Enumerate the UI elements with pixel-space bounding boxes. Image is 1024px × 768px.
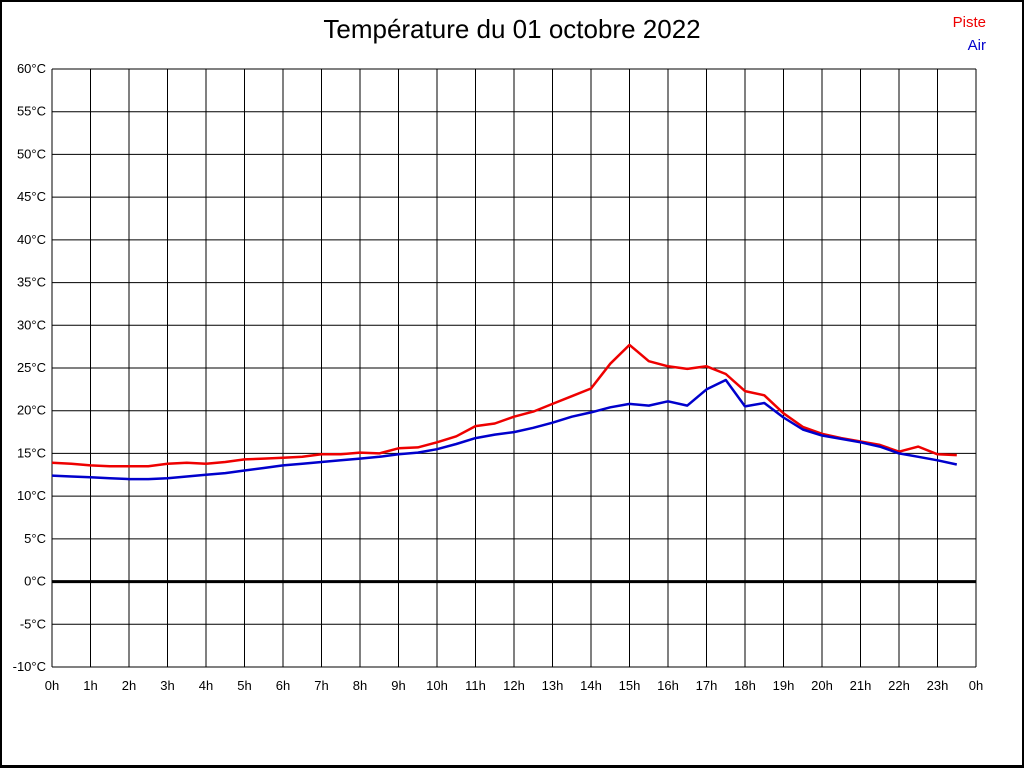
x-axis-tick-label: 1h	[83, 678, 97, 693]
y-axis-tick-label: 55°C	[17, 104, 46, 119]
x-axis-tick-label: 6h	[276, 678, 290, 693]
x-axis-tick-label: 3h	[160, 678, 174, 693]
air-temperature-line	[51, 378, 958, 481]
x-axis-tick-label: 8h	[353, 678, 367, 693]
x-axis-tick-label: 5h	[237, 678, 251, 693]
legend-piste-label: Piste	[952, 14, 986, 31]
x-axis-tick-label: 12h	[503, 678, 525, 693]
y-axis-tick-label: 35°C	[17, 275, 46, 290]
y-axis-tick-label: 60°C	[17, 61, 46, 76]
y-axis-tick-label: 30°C	[17, 317, 46, 332]
x-axis-tick-label: 2h	[122, 678, 136, 693]
legend-item-air: Air	[953, 34, 986, 57]
x-axis-tick-label: 21h	[850, 678, 872, 693]
x-axis-tick-label: 10h	[426, 678, 448, 693]
y-axis-tick-label: 40°C	[17, 232, 46, 247]
y-axis-tick-label: 20°C	[17, 403, 46, 418]
x-axis-tick-label: 9h	[391, 678, 405, 693]
y-axis-tick-label: 15°C	[17, 445, 46, 460]
x-axis-tick-label: 7h	[314, 678, 328, 693]
x-axis-tick-label: 14h	[580, 678, 602, 693]
x-axis-tick-label: 19h	[773, 678, 795, 693]
x-axis-tick-label: 11h	[465, 678, 486, 693]
piste-temperature-line	[51, 343, 957, 468]
chart-title: Température du 01 octobre 2022	[323, 14, 701, 44]
x-axis-tick-label: 0h	[45, 678, 59, 693]
x-axis-tick-label: 17h	[696, 678, 718, 693]
x-axis-tick-label: 13h	[542, 678, 564, 693]
legend-air-label: Air	[967, 37, 986, 54]
y-axis-tick-label: 45°C	[17, 189, 46, 204]
x-axis-tick-label: 23h	[927, 678, 949, 693]
y-axis-tick-label: -5°C	[20, 616, 46, 631]
x-axis-tick-label: 4h	[199, 678, 213, 693]
x-axis-tick-label: 16h	[657, 678, 679, 693]
y-axis-tick-label: 10°C	[17, 488, 46, 503]
y-axis-tick-label: 5°C	[24, 531, 46, 546]
y-axis-tick-label: -10°C	[13, 659, 46, 674]
y-axis-tick-label: 25°C	[17, 360, 46, 375]
y-axis-tick-label: 50°C	[17, 146, 46, 161]
x-axis-tick-label: 0h	[969, 678, 983, 693]
y-axis-tick-label: 0°C	[24, 574, 46, 589]
chart-legend: Piste Air	[953, 11, 986, 57]
x-axis-tick-label: 18h	[734, 678, 756, 693]
legend-item-piste: Piste	[953, 11, 986, 34]
x-axis-tick-label: 15h	[619, 678, 641, 693]
x-axis-tick-label: 22h	[888, 678, 910, 693]
x-axis-tick-label: 20h	[811, 678, 833, 693]
